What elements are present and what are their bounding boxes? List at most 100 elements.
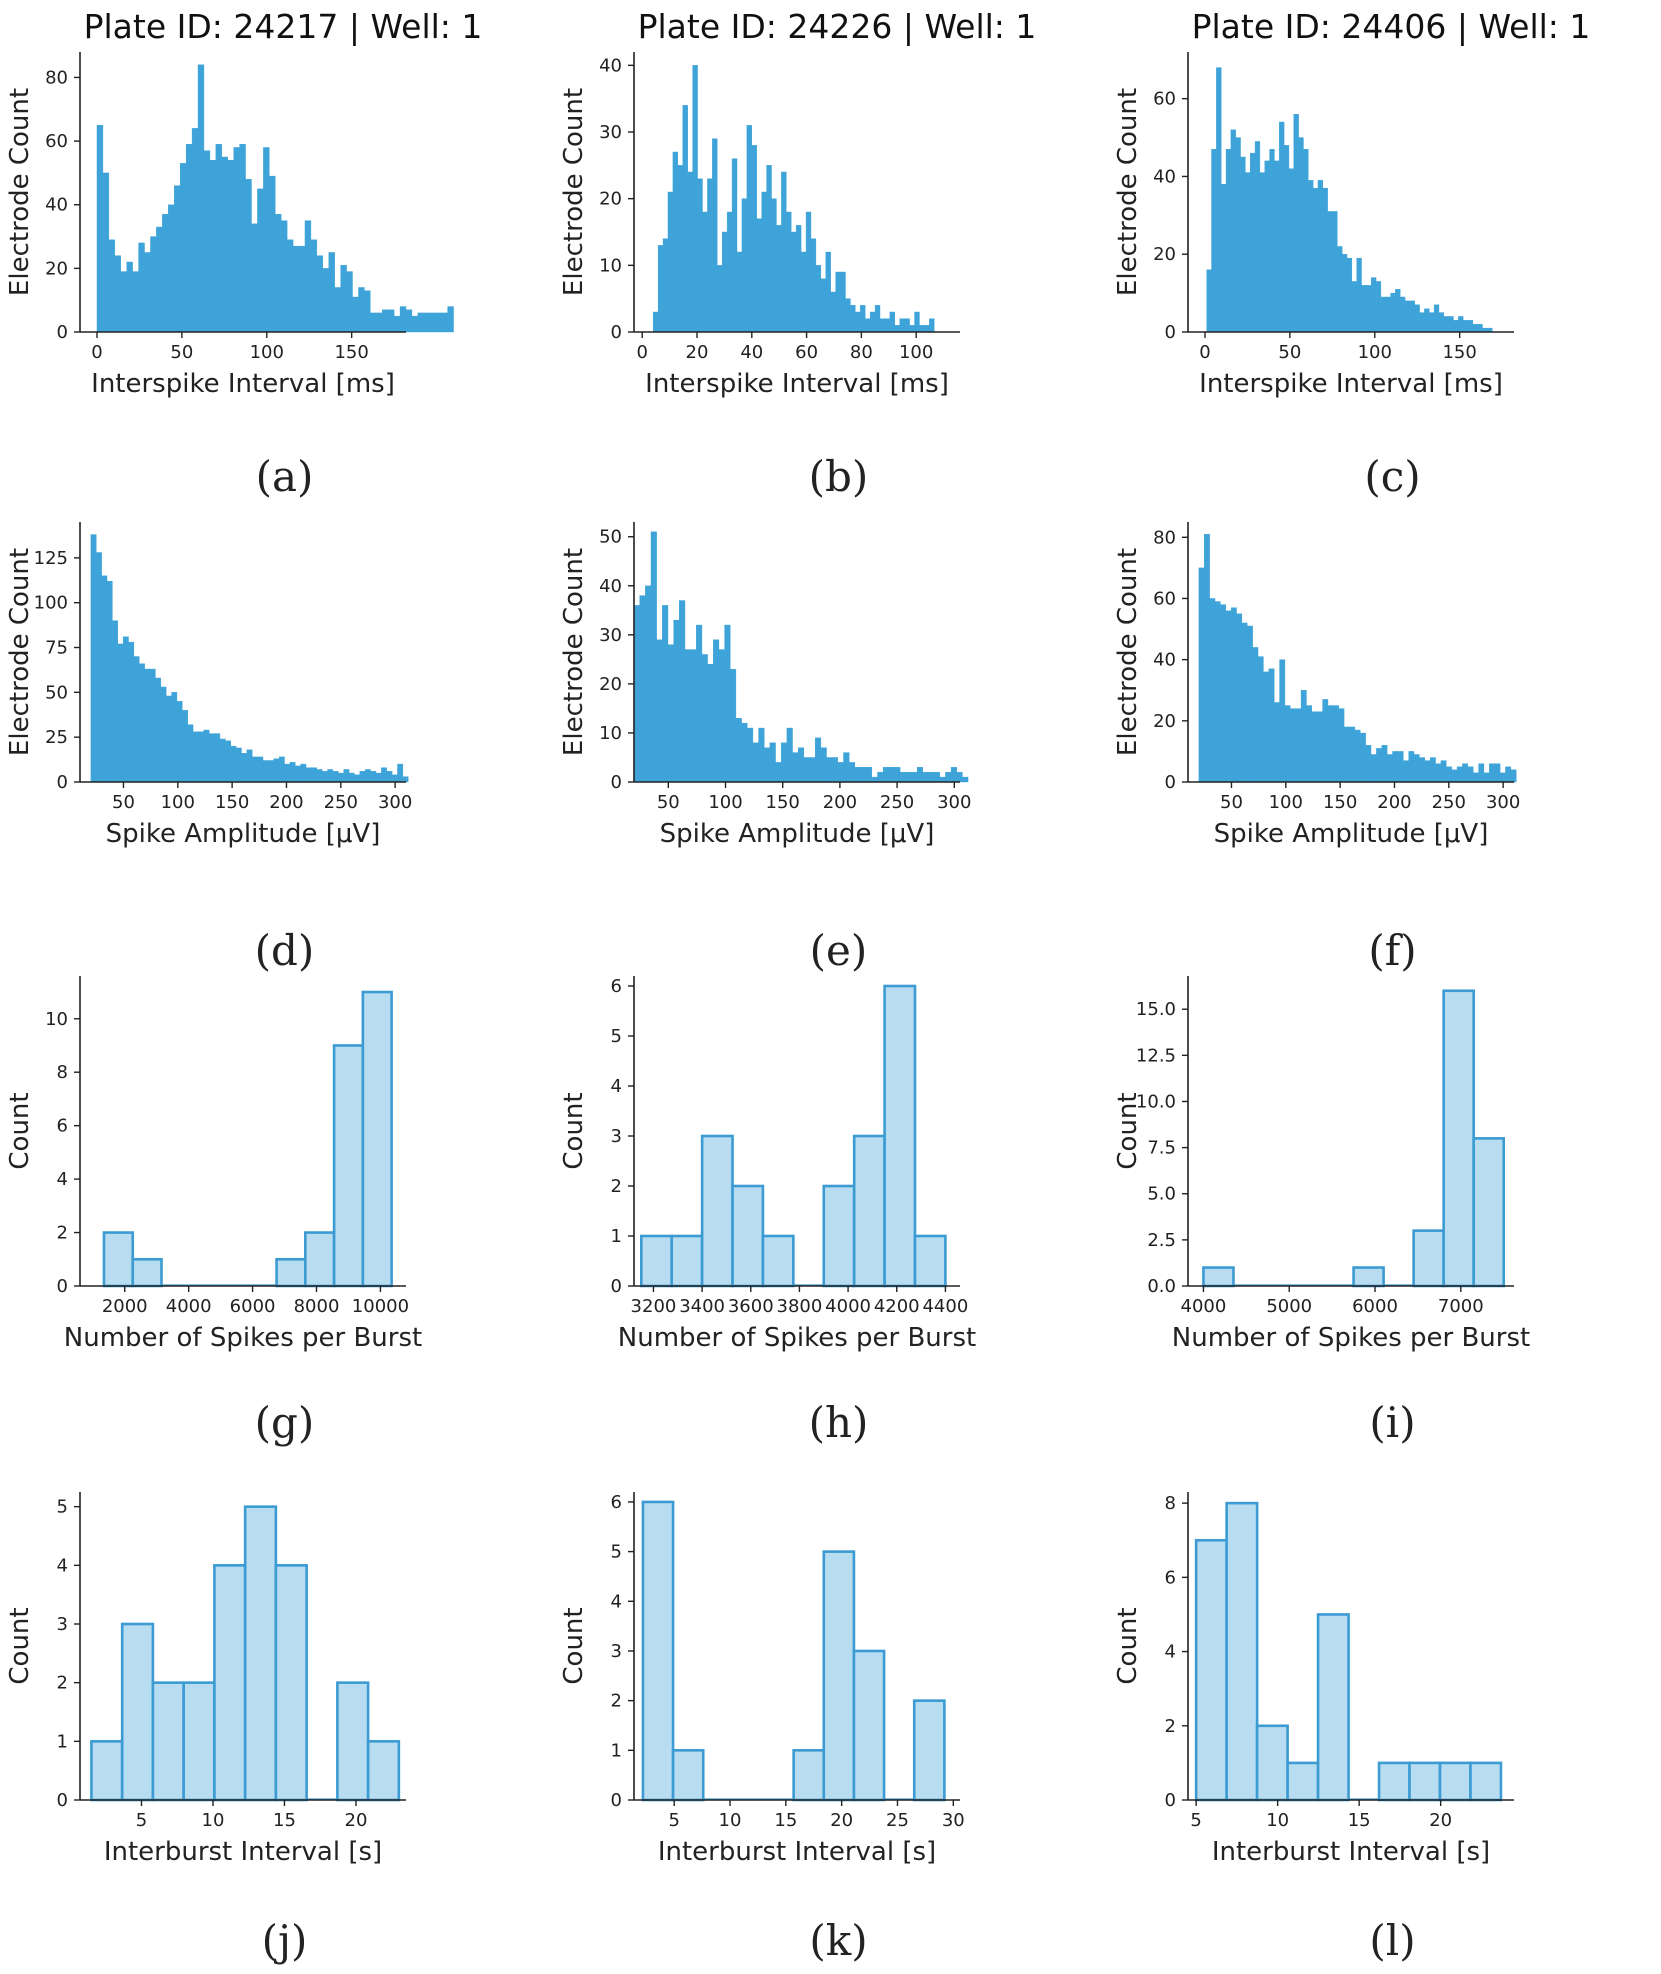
y-tick-label: 0.0	[1147, 1276, 1176, 1297]
bar	[735, 718, 742, 783]
bar	[879, 318, 886, 333]
bar	[1337, 246, 1343, 333]
bar	[284, 763, 291, 783]
y-tick-label: 10	[599, 255, 622, 276]
bar	[1370, 754, 1377, 783]
bar	[300, 763, 307, 783]
bar	[239, 144, 246, 333]
bar	[1435, 763, 1442, 783]
y-tick-label: 0	[1165, 1790, 1176, 1811]
bar	[1211, 149, 1217, 333]
bar	[102, 172, 110, 333]
bar	[639, 595, 646, 783]
bar	[805, 211, 812, 333]
bar	[696, 624, 703, 783]
y-tick-label: 12.5	[1136, 1045, 1176, 1066]
bar	[1462, 320, 1469, 333]
bar	[1250, 152, 1256, 333]
bar	[327, 769, 334, 783]
bar	[1360, 732, 1366, 783]
bar	[1322, 699, 1329, 783]
bar	[1293, 114, 1299, 333]
y-tick-label: 10	[599, 723, 622, 744]
bar	[912, 1699, 946, 1802]
bar	[671, 1749, 705, 1802]
bar	[120, 271, 127, 333]
bar	[766, 165, 772, 333]
bar	[840, 271, 846, 333]
x-tick-label: 250	[1432, 792, 1466, 813]
x-tick-label: 3200	[631, 1296, 677, 1317]
chart-i: 4000 5000 6000 7000 0.0 2.5 5.0 7.5 10.0 12.5 15.0…	[1113, 976, 1530, 1353]
x-tick-label: 3600	[728, 1296, 774, 1317]
bar	[393, 315, 401, 333]
bar	[713, 639, 720, 783]
x-tick-label: 4200	[874, 1296, 920, 1317]
bar	[1478, 763, 1485, 783]
y-axis-label: Count	[5, 1607, 35, 1684]
bar	[1467, 320, 1474, 333]
x-tick-label: 4000	[1181, 1296, 1227, 1317]
bar	[1510, 769, 1517, 783]
bar	[126, 261, 133, 333]
bar	[171, 692, 178, 783]
bar	[122, 636, 129, 783]
x-tick-label: 25	[886, 1810, 909, 1831]
y-tick-label: 60	[45, 131, 68, 152]
x-tick-label: 300	[937, 792, 971, 813]
bar	[411, 315, 419, 333]
bar	[855, 311, 861, 333]
bar	[1286, 1761, 1320, 1802]
bar	[1214, 601, 1221, 783]
panel-i: 4000 5000 6000 7000 0.0 2.5 5.0 7.5 10.0 12.5 15.0…	[1113, 966, 1661, 1458]
panel-caption: (b)	[808, 452, 869, 501]
bar	[221, 156, 228, 333]
y-axis-label: Electrode Count	[559, 548, 589, 756]
bar	[215, 144, 222, 333]
x-tick-label: 100	[1358, 342, 1392, 363]
bar	[1269, 149, 1275, 333]
y-tick-label: 50	[45, 682, 68, 703]
bar	[874, 305, 881, 333]
bar	[1279, 121, 1285, 333]
bar	[1456, 766, 1463, 783]
bar	[235, 747, 242, 783]
y-axis-label: Electrode Count	[5, 88, 35, 296]
bar	[151, 1681, 185, 1802]
bar	[692, 65, 698, 333]
bar	[227, 159, 234, 333]
bar	[441, 312, 448, 333]
bar	[1371, 277, 1377, 333]
y-tick-label: 6	[1165, 1567, 1176, 1588]
bar	[730, 668, 737, 783]
bar	[736, 251, 743, 333]
bar	[133, 656, 140, 783]
panel-e: 50 100 150 200 250 300 0 10 20 30 40 50 Spike Amplit…	[559, 500, 1115, 992]
bar	[1446, 766, 1452, 783]
y-tick-label: 20	[599, 674, 622, 695]
bars	[102, 990, 393, 1288]
bar	[292, 245, 300, 333]
bar	[1225, 1501, 1259, 1802]
x-tick-label: 4400	[922, 1296, 968, 1317]
bar	[198, 731, 205, 783]
bar	[192, 731, 199, 783]
bar	[771, 198, 777, 333]
bar	[268, 760, 274, 783]
bar	[781, 171, 787, 333]
y-tick-label: 4	[611, 1076, 622, 1097]
panel-a: Plate ID: 24217 | Well: 1 0 50 100 150 0 20 40 6…	[5, 0, 561, 501]
bar	[1472, 324, 1478, 333]
bar	[138, 242, 145, 333]
bar	[1225, 610, 1232, 783]
bar	[278, 756, 285, 783]
bar	[257, 756, 264, 783]
bar	[155, 677, 161, 783]
bar	[877, 771, 884, 783]
bar	[650, 531, 657, 783]
bar	[209, 733, 215, 783]
bar	[1366, 285, 1372, 333]
bar	[354, 774, 361, 783]
bars	[90, 534, 409, 783]
bar	[1257, 656, 1264, 783]
